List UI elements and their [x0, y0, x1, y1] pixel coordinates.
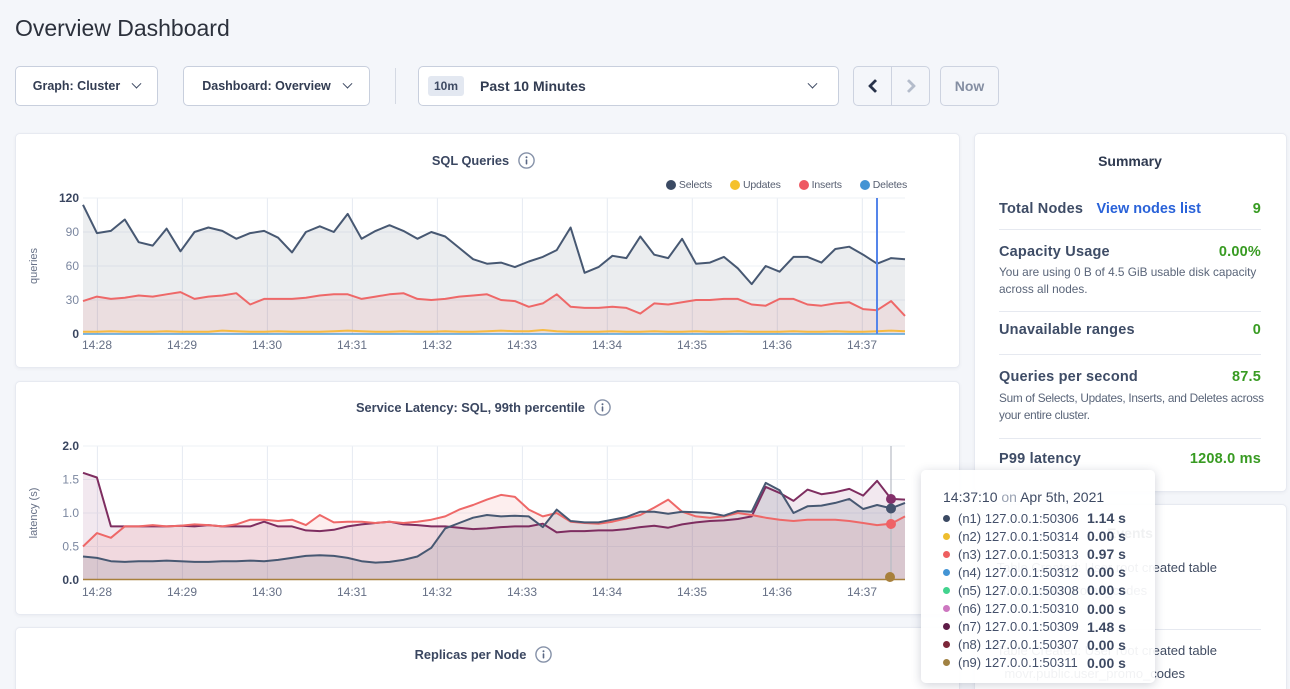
svg-text:1.0: 1.0: [62, 506, 79, 520]
svg-text:14:31: 14:31: [337, 338, 367, 352]
svg-text:queries: queries: [28, 247, 40, 284]
svg-text:14:37: 14:37: [847, 338, 877, 352]
svg-text:14:36: 14:36: [762, 338, 792, 352]
svg-text:14:36: 14:36: [762, 585, 792, 599]
svg-text:14:30: 14:30: [252, 585, 282, 599]
svg-text:0.0: 0.0: [62, 573, 79, 587]
svg-text:14:32: 14:32: [422, 585, 452, 599]
svg-text:14:33: 14:33: [507, 585, 537, 599]
svg-text:14:32: 14:32: [422, 338, 452, 352]
svg-text:30: 30: [66, 293, 80, 307]
svg-text:60: 60: [66, 259, 80, 273]
svg-text:1.5: 1.5: [62, 473, 79, 487]
svg-text:14:31: 14:31: [337, 585, 367, 599]
svg-text:90: 90: [66, 225, 80, 239]
svg-text:14:29: 14:29: [167, 585, 197, 599]
svg-text:14:29: 14:29: [167, 338, 197, 352]
svg-text:14:37: 14:37: [847, 585, 877, 599]
svg-text:14:34: 14:34: [592, 585, 622, 599]
svg-text:0: 0: [72, 327, 79, 341]
svg-text:14:35: 14:35: [677, 585, 707, 599]
svg-text:2.0: 2.0: [62, 439, 79, 453]
svg-text:14:33: 14:33: [507, 338, 537, 352]
svg-text:14:35: 14:35: [677, 338, 707, 352]
svg-text:120: 120: [59, 191, 79, 205]
svg-text:14:30: 14:30: [252, 338, 282, 352]
svg-text:14:28: 14:28: [82, 585, 112, 599]
svg-text:0.5: 0.5: [62, 540, 79, 554]
svg-text:14:34: 14:34: [592, 338, 622, 352]
svg-text:latency (s): latency (s): [28, 488, 40, 539]
svg-text:14:28: 14:28: [82, 338, 112, 352]
